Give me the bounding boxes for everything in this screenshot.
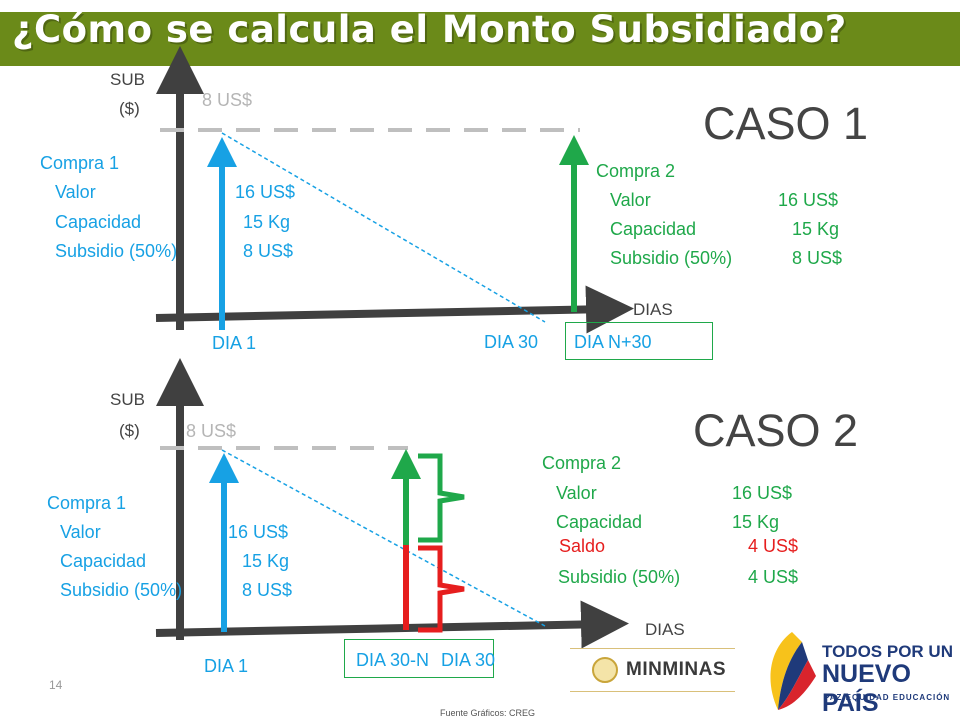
caso2-compra2-capacidad-value: 15 Kg <box>732 512 780 532</box>
caso1-compra2-valor-label: Valor <box>610 190 651 210</box>
todos-por-un-nuevo-pais-logo: TODOS POR UN NUEVO PAÍS PAZ EQUIDAD EDUC… <box>762 618 960 720</box>
caso2-compra1-valor-label: Valor <box>60 522 101 542</box>
caso2-compra1-subsidio-label: Subsidio (50%) <box>60 580 183 600</box>
caso2-saldo-value: 4 US$ <box>748 536 799 556</box>
caso2-compra2-title: Compra 2 <box>542 453 622 473</box>
caso1-day30-label: DIA 30 <box>484 332 539 352</box>
colombia-flag-swoosh-icon <box>770 632 816 710</box>
caso1-dayN30-box: DIA N+30 <box>565 322 713 360</box>
caso2-decline-line <box>221 449 546 627</box>
caso2-compra2-valor-label: Valor <box>556 483 597 503</box>
tpun-logo-line3: PAZ EQUIDAD EDUCACIÓN <box>824 693 951 702</box>
caso1-day1-label: DIA 1 <box>212 333 257 353</box>
caso1-compra1-subsidio-label: Subsidio (50%) <box>55 241 178 261</box>
caso1-compra2-subsidio-label: Subsidio (50%) <box>610 248 733 268</box>
caso1-x-axis <box>155 285 634 334</box>
caso2-level-label: 8 US$ <box>186 421 237 441</box>
caso2-x-axis-label: DIAS <box>645 620 685 639</box>
caso2-day30-label: DIA 30 <box>441 650 496 670</box>
page-title: ¿Cómo se calcula el Monto Subsidiado? <box>12 8 847 51</box>
caso1-compra1-subsidio-value: 8 US$ <box>243 241 294 261</box>
tpun-logo-line2: NUEVO PAÍS <box>822 660 911 717</box>
caso2-compra1-title: Compra 1 <box>47 493 127 513</box>
tpun-logo-line1: TODOS POR UN <box>822 642 953 661</box>
coat-of-arms-icon <box>592 657 618 683</box>
caso1-compra1-capacidad-label: Capacidad <box>55 212 142 232</box>
caso1-compra2-title: Compra 2 <box>596 161 676 181</box>
minminas-logo: MINMINAS <box>570 648 735 692</box>
caso1-compra1-capacidad-value: 15 Kg <box>243 212 291 232</box>
caso2-day1-label: DIA 1 <box>204 656 249 676</box>
caso1-decline-line <box>221 132 546 323</box>
caso2-compra1-valor-value: 16 US$ <box>228 522 289 542</box>
caso2-compra1-capacidad-label: Capacidad <box>60 551 147 571</box>
caso2-day30n-label: DIA 30-N <box>356 650 430 670</box>
caso2-compra1-capacidad-value: 15 Kg <box>242 551 290 571</box>
caso1-compra1-valor-label: Valor <box>55 182 96 202</box>
caso1-compra2-valor-value: 16 US$ <box>778 190 839 210</box>
caso1-x-axis-label: DIAS <box>633 300 673 319</box>
caso1-heading: CASO 1 <box>703 98 869 149</box>
caso2-green-brace <box>418 453 465 543</box>
caso1-y-axis-label-sub: SUB <box>110 70 145 89</box>
caso2-compra2-subsidio-value: 4 US$ <box>748 567 799 587</box>
source-note: Fuente Gráficos: CREG <box>440 708 536 718</box>
caso2-y-axis-label-sub: SUB <box>110 390 145 409</box>
caso1-y-axis-label-unit: ($) <box>119 99 140 118</box>
caso2-compra2-subsidio-label: Subsidio (50%) <box>558 567 681 587</box>
caso2-day-range-box: DIA 30-N DIA 30 <box>344 639 496 678</box>
caso1-dayN30-label: DIA N+30 <box>574 332 652 352</box>
caso1-compra2-subsidio-value: 8 US$ <box>792 248 843 268</box>
caso2-compra1-subsidio-value: 8 US$ <box>242 580 293 600</box>
minminas-logo-text: MINMINAS <box>626 659 727 680</box>
caso2-heading: CASO 2 <box>693 405 859 456</box>
caso2-compra2-valor-value: 16 US$ <box>732 483 793 503</box>
caso2-saldo-label: Saldo <box>559 536 606 556</box>
page-number: 14 <box>49 678 63 692</box>
caso2-compra2-capacidad-label: Capacidad <box>556 512 643 532</box>
caso1-compra2-capacidad-value: 15 Kg <box>792 219 840 239</box>
caso2-red-brace <box>418 545 465 633</box>
caso1-compra1-valor-value: 16 US$ <box>235 182 296 202</box>
caso2-x-axis <box>155 600 629 649</box>
caso2-y-axis-label-unit: ($) <box>119 421 140 440</box>
caso1-compra1-title: Compra 1 <box>40 153 120 173</box>
caso1-level-label: 8 US$ <box>202 90 253 110</box>
caso1-compra2-capacidad-label: Capacidad <box>610 219 697 239</box>
